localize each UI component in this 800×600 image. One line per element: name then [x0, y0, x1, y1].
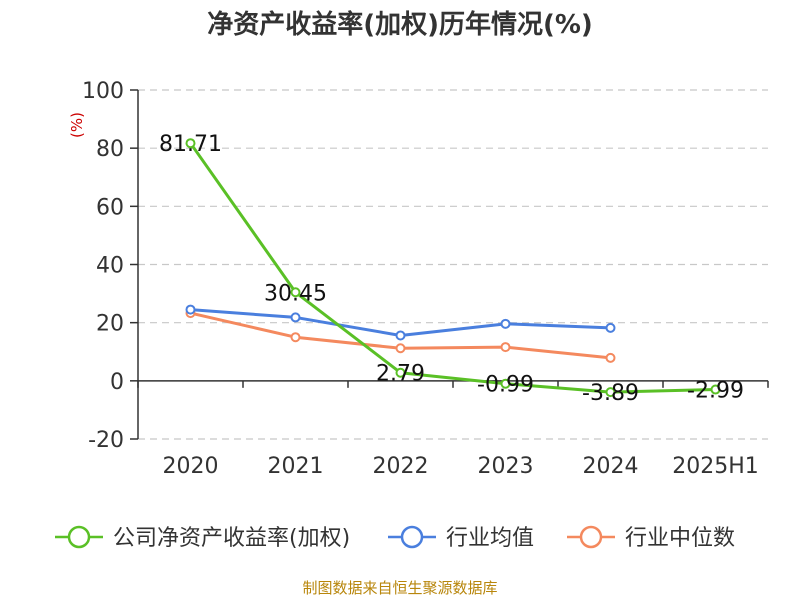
data-point[interactable]	[185, 138, 196, 149]
data-point[interactable]	[710, 384, 721, 395]
legend-label: 公司净资产收益率(加权)	[113, 526, 350, 551]
data-point[interactable]	[500, 378, 511, 389]
data-label: -0.99	[477, 373, 534, 398]
legend-marker-icon	[400, 525, 424, 549]
data-label: 30.45	[264, 281, 327, 306]
data-label: 2.79	[376, 362, 425, 387]
series-lines	[185, 138, 721, 398]
axes: 100 80 60 40 20 0 -20 2020 2021 2022 2023 2024 2025H…	[82, 79, 769, 479]
data-point[interactable]	[290, 312, 301, 323]
data-point[interactable]	[500, 318, 511, 329]
data-point[interactable]	[395, 330, 406, 341]
data-point[interactable]	[605, 387, 616, 398]
data-labels: 81.71 30.45 2.79 -0.99 -3.89 -2.99	[159, 132, 744, 406]
legend-item[interactable]: 行业均值	[388, 525, 534, 551]
data-point[interactable]	[500, 342, 511, 353]
source-note: 制图数据来自恒生聚源数据库	[302, 579, 497, 597]
gridlines	[138, 89, 768, 440]
data-point[interactable]	[605, 352, 616, 363]
y-tick-label: -20	[88, 428, 124, 453]
x-tick-label: 2020	[163, 454, 219, 479]
data-point[interactable]	[290, 332, 301, 343]
series-line	[189, 141, 717, 394]
legend[interactable]: 公司净资产收益率(加权) 行业均值 行业中位数	[55, 525, 735, 551]
data-point[interactable]	[395, 367, 406, 378]
legend-item[interactable]: 公司净资产收益率(加权)	[55, 525, 350, 551]
chart-title: 净资产收益率(加权)历年情况(%)	[207, 9, 593, 40]
legend-label: 行业均值	[446, 526, 534, 551]
y-tick-label: 40	[96, 254, 124, 279]
y-tick-label: 60	[96, 195, 124, 220]
y-axis-unit: (%)	[68, 112, 86, 138]
x-tick-label: 2023	[478, 454, 534, 479]
y-tick-label: 80	[96, 137, 124, 162]
x-tick-label: 2022	[373, 454, 429, 479]
legend-item[interactable]: 行业中位数	[567, 525, 735, 551]
legend-marker-icon	[67, 525, 91, 549]
data-label: -3.89	[582, 381, 639, 406]
y-tick-label: 100	[82, 79, 124, 104]
legend-marker-icon	[579, 525, 603, 549]
y-tick-label: 0	[110, 370, 124, 395]
x-tick-label: 2021	[268, 454, 324, 479]
data-point[interactable]	[185, 304, 196, 315]
y-tick-label: 20	[96, 312, 124, 337]
data-point[interactable]	[605, 322, 616, 333]
data-label: -2.99	[687, 379, 744, 404]
data-point[interactable]	[395, 343, 406, 354]
data-label: 81.71	[159, 132, 222, 157]
x-tick-label: 2025H1	[672, 454, 759, 479]
data-point[interactable]	[290, 287, 301, 298]
legend-label: 行业中位数	[625, 526, 735, 551]
x-tick-label: 2024	[583, 454, 639, 479]
